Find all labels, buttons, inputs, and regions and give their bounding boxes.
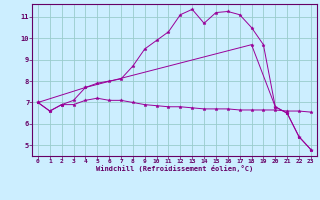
- X-axis label: Windchill (Refroidissement éolien,°C): Windchill (Refroidissement éolien,°C): [96, 165, 253, 172]
